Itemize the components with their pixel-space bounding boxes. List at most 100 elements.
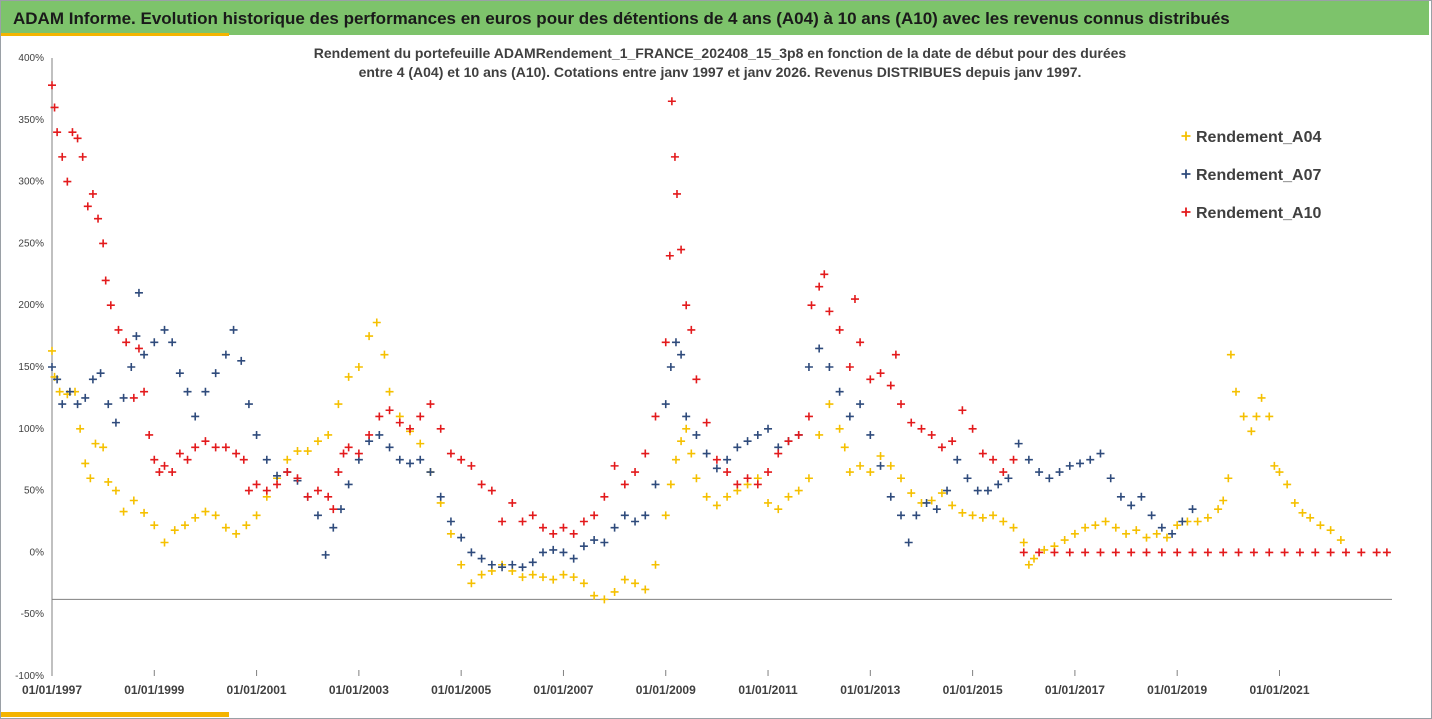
data-point (1035, 548, 1044, 557)
data-point (1234, 548, 1243, 557)
data-point (651, 412, 660, 421)
data-point (835, 387, 844, 396)
data-point (590, 511, 599, 520)
data-point (687, 449, 696, 458)
data-point (53, 128, 62, 137)
data-point (1035, 468, 1044, 477)
data-point (948, 437, 957, 446)
data-point (99, 239, 108, 248)
data-point (106, 301, 115, 310)
data-marks (48, 81, 1391, 604)
data-point (354, 363, 363, 371)
banner-accent-bar (1, 33, 229, 36)
legend: Rendement_A04 Rendement_A07 Rendement_A10 (1181, 129, 1321, 222)
data-point (670, 152, 679, 161)
data-point (134, 344, 143, 353)
data-point (211, 443, 220, 452)
data-point (968, 424, 977, 433)
data-point (1040, 545, 1049, 554)
data-point (324, 430, 333, 439)
data-point (794, 430, 803, 439)
data-point (1203, 548, 1212, 557)
data-point (140, 350, 149, 359)
data-point (329, 505, 338, 514)
data-point (1265, 412, 1274, 421)
data-point (436, 492, 445, 501)
data-point (764, 468, 773, 477)
data-point (927, 430, 936, 439)
data-point (191, 412, 200, 421)
data-point (1336, 536, 1345, 545)
data-point (989, 455, 998, 464)
data-point (687, 325, 696, 334)
y-tick-label: 300% (18, 177, 44, 188)
data-point (175, 369, 184, 378)
data-point (753, 480, 762, 489)
data-point (88, 375, 97, 384)
data-point (958, 406, 967, 415)
data-point (569, 529, 578, 538)
data-point (395, 418, 404, 427)
data-point (457, 455, 466, 464)
data-point (764, 498, 773, 507)
data-point (91, 439, 100, 448)
data-point (1096, 449, 1105, 458)
data-point (1142, 548, 1151, 557)
data-point (58, 400, 67, 409)
data-point (334, 468, 343, 477)
data-point (825, 363, 834, 371)
data-point (600, 492, 609, 501)
data-point (221, 443, 230, 452)
data-point (262, 455, 271, 464)
data-point (132, 332, 141, 341)
data-point (129, 496, 138, 505)
data-point (1106, 474, 1115, 483)
data-point (1270, 461, 1279, 470)
y-tick-label: -100% (15, 671, 44, 682)
data-point (252, 430, 261, 439)
data-point (579, 542, 588, 551)
data-point (457, 533, 466, 542)
data-point (283, 455, 292, 464)
data-point (692, 375, 701, 384)
data-point (794, 486, 803, 495)
data-point (631, 517, 640, 526)
data-point (1188, 548, 1197, 557)
data-point (140, 508, 149, 517)
data-point (528, 558, 537, 567)
data-point (999, 468, 1008, 477)
data-point (73, 134, 82, 143)
data-point (1157, 548, 1166, 557)
data-point (672, 189, 681, 198)
data-point (600, 538, 609, 547)
data-point (677, 437, 686, 446)
data-point (239, 455, 248, 464)
data-point (1096, 548, 1105, 557)
data-point (498, 517, 507, 526)
data-point (1019, 538, 1028, 547)
data-point (86, 474, 95, 483)
y-tick-label: -50% (21, 609, 44, 620)
data-point (897, 511, 906, 520)
data-point (1091, 521, 1100, 530)
data-point (313, 486, 322, 495)
data-point (579, 517, 588, 526)
data-point (631, 579, 640, 588)
data-point (600, 595, 609, 604)
data-point (835, 325, 844, 334)
data-point (168, 468, 177, 477)
data-point (661, 338, 670, 347)
title-banner: ADAM Informe. Evolution historique des p… (1, 1, 1429, 35)
data-point (1127, 548, 1136, 557)
data-point (94, 214, 103, 223)
data-point (1178, 517, 1187, 526)
data-point (244, 486, 253, 495)
data-point (963, 474, 972, 483)
data-point (1009, 523, 1018, 532)
data-point (78, 152, 87, 161)
data-point (1326, 548, 1335, 557)
data-point (1024, 560, 1033, 569)
data-point (446, 449, 455, 458)
y-tick-label: 350% (18, 115, 44, 126)
data-point (784, 492, 793, 501)
